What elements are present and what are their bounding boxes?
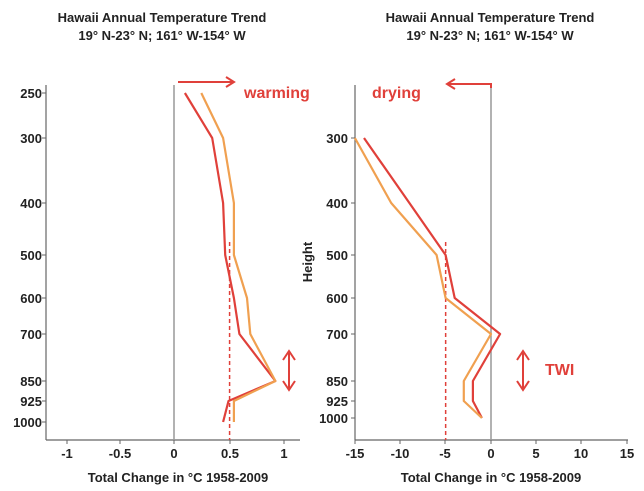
panel2-y-tick-label: 500 — [326, 248, 348, 263]
panel1-y-tick-label: 600 — [20, 291, 42, 306]
panel2-x-tick-label: 0 — [487, 446, 494, 461]
left-range-arrowhead-down — [282, 380, 296, 392]
panel1-y-tick-label: 500 — [20, 248, 42, 263]
panel1-x-tick-label: 0 — [170, 446, 177, 461]
panel1-x-tick-label: -0.5 — [109, 446, 131, 461]
panel2-x-tick-label: -15 — [346, 446, 365, 461]
right-range-arrowhead-down — [516, 380, 530, 392]
panel2-y-axis-label: Height — [300, 241, 315, 282]
panel1-y-tick-label: 850 — [20, 374, 42, 389]
panel2-x-axis-label: Total Change in °C 1958-2009 — [401, 470, 582, 485]
panel2-x-tick-label: 15 — [620, 446, 634, 461]
panel1-x-tick-label: -1 — [61, 446, 73, 461]
panel2-y-tick-label: 850 — [326, 374, 348, 389]
panel2-series-line-1 — [363, 137, 502, 419]
panel2-y-tick-label: 925 — [326, 394, 348, 409]
right-range-arrowhead-up — [516, 349, 530, 361]
panel2-x-tick-label: 10 — [574, 446, 588, 461]
warming-label: warming — [243, 85, 310, 102]
panel1-title: Hawaii Annual Temperature Trend — [58, 10, 267, 25]
panel1-subtitle: 19° N-23° N; 161° W-154° W — [78, 28, 246, 43]
panel1-y-tick-label: 300 — [20, 131, 42, 146]
drying-label: drying — [372, 85, 421, 102]
panel1-y-tick-label: 400 — [20, 196, 42, 211]
panel2-title: Hawaii Annual Temperature Trend — [386, 10, 595, 25]
panel1-x-tick-label: 1 — [280, 446, 287, 461]
panel2-y-tick-label: 400 — [326, 196, 348, 211]
panel2-y-tick-label: 600 — [326, 291, 348, 306]
left-range-arrowhead-up — [282, 349, 296, 361]
twi-label: TWI — [545, 362, 574, 379]
panel1-y-tick-label: 925 — [20, 394, 42, 409]
warming-arrowhead — [225, 76, 236, 88]
panel1-x-tick-label: 0.5 — [221, 446, 239, 461]
drying-arrow — [448, 83, 492, 88]
drying-arrowhead — [445, 78, 456, 90]
panel2-y-tick-label: 1000 — [319, 411, 348, 426]
panel1-series-line-2 — [200, 92, 277, 422]
panel2-y-tick-label: 700 — [326, 327, 348, 342]
panel1-y-tick-label: 1000 — [13, 415, 42, 430]
panel2-x-tick-label: 5 — [532, 446, 539, 461]
panel2-x-tick-label: -5 — [439, 446, 451, 461]
panel2-series-line-2 — [353, 137, 493, 419]
panel1-x-axis-label: Total Change in °C 1958-2009 — [88, 470, 269, 485]
panel1-series-line-1 — [183, 92, 277, 423]
panel1-y-tick-label: 250 — [20, 86, 42, 101]
panel2-x-tick-label: -10 — [391, 446, 410, 461]
panel1-y-tick-label: 700 — [20, 327, 42, 342]
panel2-subtitle: 19° N-23° N; 161° W-154° W — [406, 28, 574, 43]
panel2-y-tick-label: 300 — [326, 131, 348, 146]
